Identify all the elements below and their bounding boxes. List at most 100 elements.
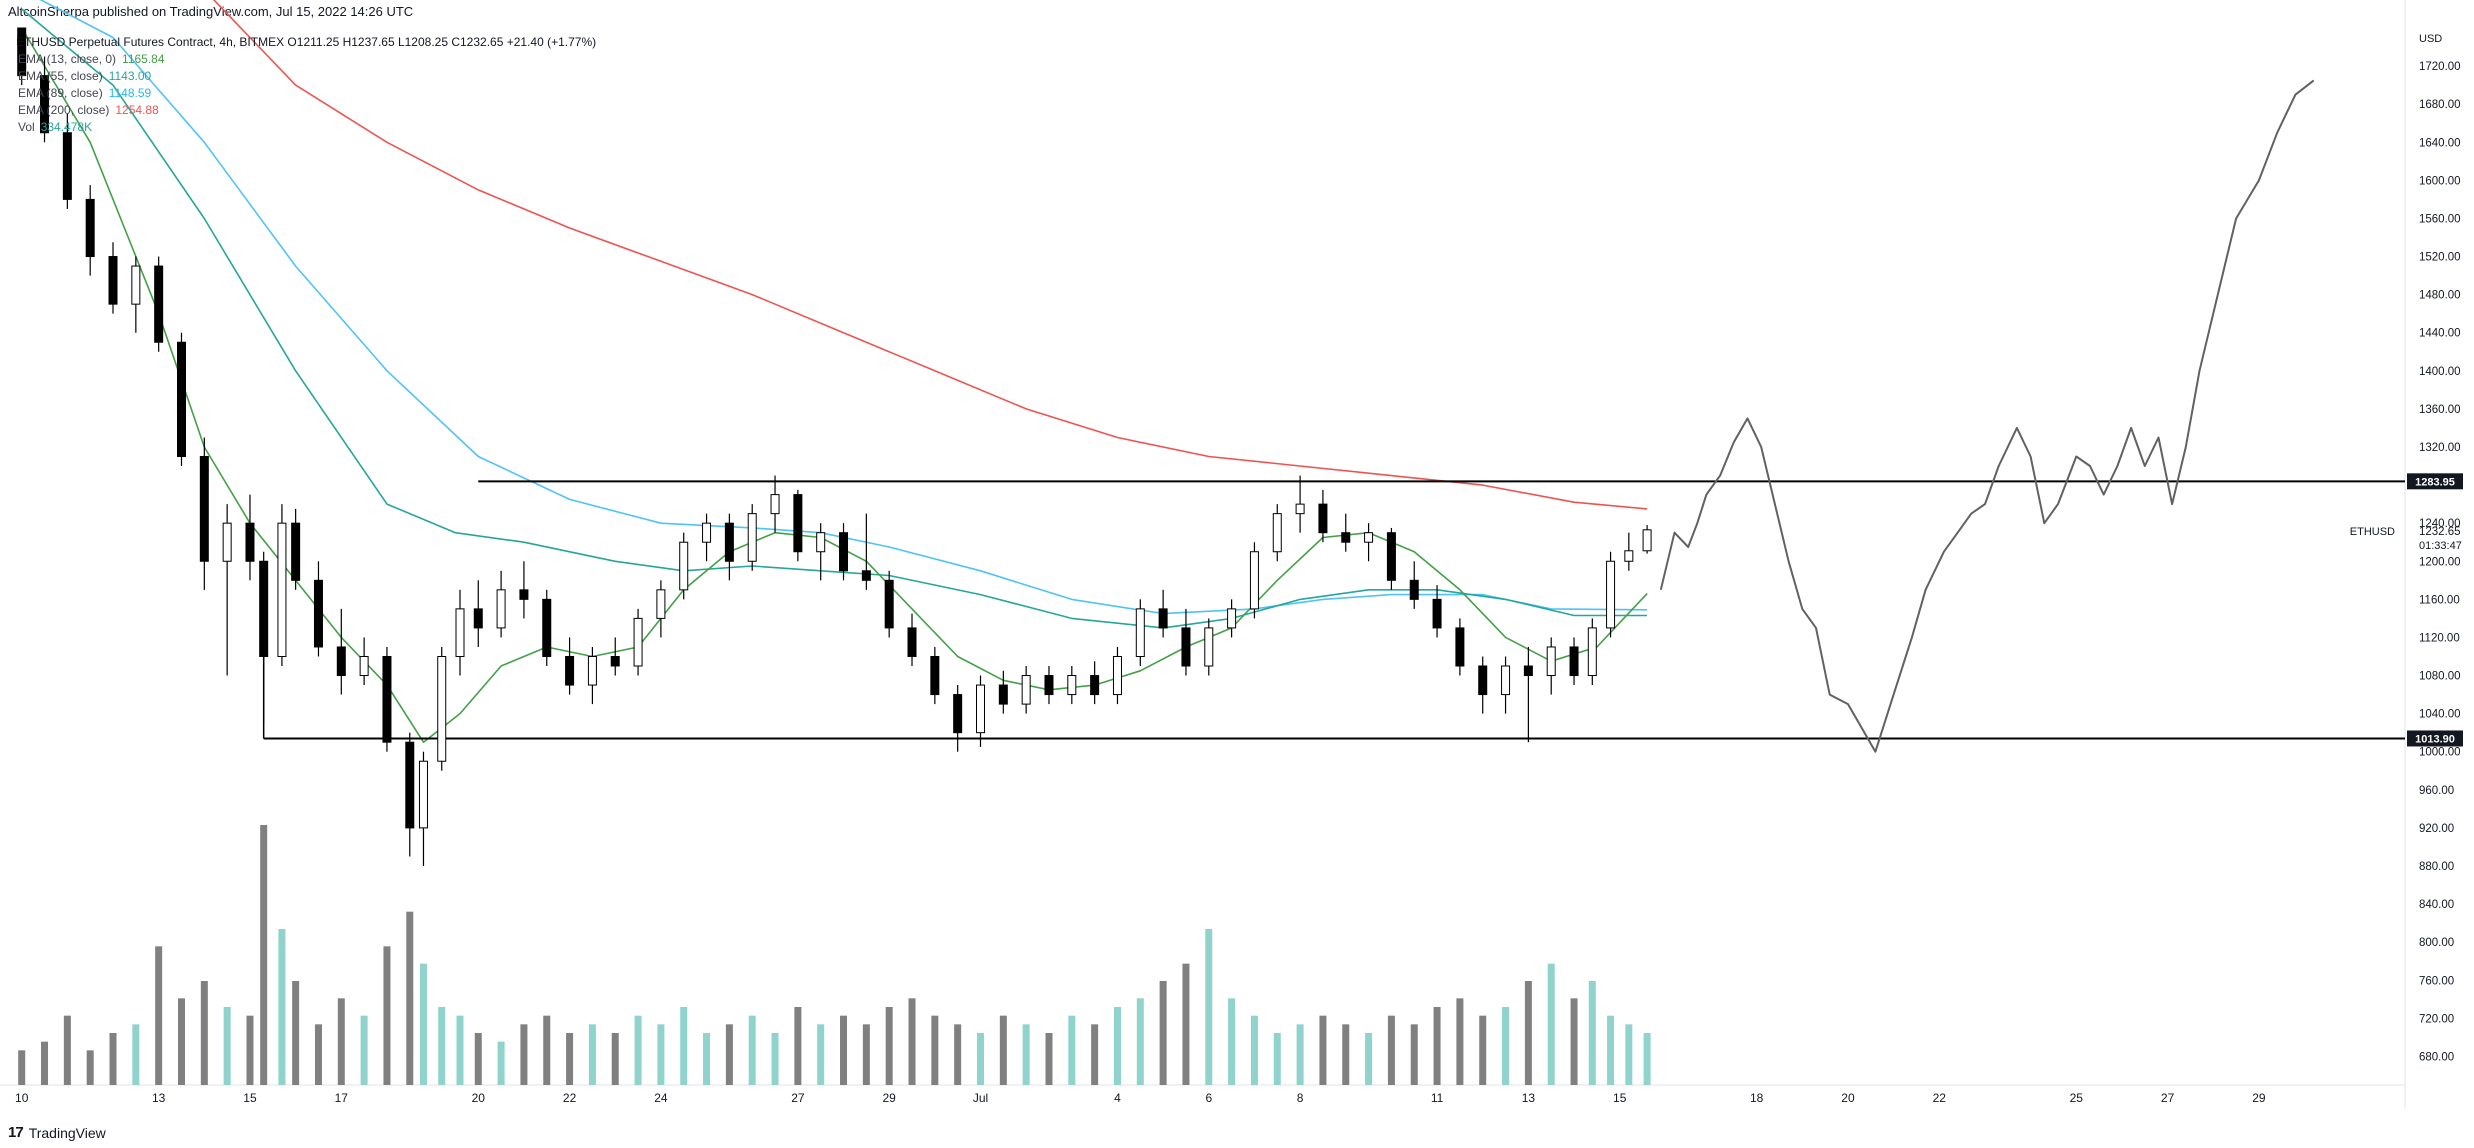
volume-bar xyxy=(1205,929,1213,1085)
legend-ema89[interactable]: EMA (89, close) 1148.59 xyxy=(18,85,596,102)
volume-bar xyxy=(999,1015,1007,1085)
candle-body xyxy=(1478,665,1488,696)
volume-bar xyxy=(155,946,163,1085)
ema200-line xyxy=(212,0,1648,510)
time-tick-label: 27 xyxy=(2161,1091,2175,1105)
price-tick-label: 1240.00 xyxy=(2419,518,2461,530)
volume-bar xyxy=(278,929,286,1085)
candle-body xyxy=(154,265,164,343)
price-tick-label: 1520.00 xyxy=(2419,252,2461,264)
legend-ema13[interactable]: EMA (13, close, 0) 1165.84 xyxy=(18,51,596,68)
volume-bar xyxy=(223,1007,231,1085)
last-price-countdown: 01:33:47 xyxy=(2419,540,2462,552)
volume-bar xyxy=(1091,1024,1099,1085)
price-tick-label: 800.00 xyxy=(2419,937,2454,949)
volume-bar xyxy=(1547,963,1555,1085)
volume-bar xyxy=(794,1007,802,1085)
volume-bar xyxy=(1068,1015,1076,1085)
legend-ema55[interactable]: EMA (55, close) 1143.00 xyxy=(18,68,596,85)
horizontal-level-label: 1013.90 xyxy=(2415,733,2455,745)
candle-body xyxy=(455,608,465,657)
price-tick-label: 1120.00 xyxy=(2419,632,2460,644)
candle-body xyxy=(998,684,1008,705)
price-tick-label: 1480.00 xyxy=(2419,290,2461,302)
legend-title[interactable]: ETHUSD Perpetual Futures Contract, 4h, B… xyxy=(16,35,597,49)
candle-body xyxy=(418,760,428,829)
price-tick-label: 880.00 xyxy=(2419,861,2454,873)
candle-body xyxy=(1021,675,1031,705)
candle-body xyxy=(1181,627,1191,667)
volume-bar xyxy=(1607,1015,1615,1085)
time-tick-label: 15 xyxy=(243,1091,257,1105)
volume-bar xyxy=(657,1024,665,1085)
legend-ema55-label: EMA (55, close) xyxy=(18,69,103,83)
time-tick-label: 13 xyxy=(1522,1091,1536,1105)
volume-bar xyxy=(314,1024,322,1085)
price-tick-label: 760.00 xyxy=(2419,975,2454,987)
volume-bar xyxy=(41,1041,49,1085)
legend-ema13-label: EMA (13, close, 0) xyxy=(18,52,117,66)
last-price-value: 1232.65 xyxy=(2419,526,2461,538)
candle-body xyxy=(1606,560,1616,629)
volume-bar xyxy=(18,1050,26,1085)
volume-bar xyxy=(1387,1015,1395,1085)
legend-volume[interactable]: Vol 334.478K xyxy=(18,119,596,136)
projection-path xyxy=(1659,79,2315,753)
volume-bar xyxy=(1159,981,1167,1085)
ema55-line xyxy=(21,8,1648,629)
time-tick-label: Jul xyxy=(973,1091,988,1105)
candle-body xyxy=(176,341,186,458)
legend-volume-value: 334.478K xyxy=(40,120,93,134)
price-tick-label: 960.00 xyxy=(2419,785,2454,797)
candle-body xyxy=(975,684,985,734)
volume-bar xyxy=(1479,1015,1487,1085)
candle-body xyxy=(633,617,643,667)
volume-bar xyxy=(1136,998,1144,1085)
tradingview-logo[interactable]: 17 TradingView xyxy=(8,1124,106,1141)
candle-body xyxy=(930,655,940,696)
volume-bar xyxy=(456,1015,464,1085)
candle-body xyxy=(839,532,849,572)
candle-body xyxy=(85,198,95,258)
candle-body xyxy=(437,655,447,762)
time-tick-label: 29 xyxy=(2252,1091,2266,1105)
volume-bar xyxy=(1250,1015,1258,1085)
price-tick-label: 1360.00 xyxy=(2419,404,2461,416)
volume-bar xyxy=(771,1033,779,1085)
volume-bar xyxy=(680,1007,688,1085)
candle-body xyxy=(702,522,712,543)
volume-bar xyxy=(360,1015,368,1085)
volume-bar xyxy=(862,1024,870,1085)
time-tick-label: 25 xyxy=(2070,1091,2084,1105)
volume-bar xyxy=(1433,1007,1441,1085)
volume-bar xyxy=(1296,1024,1304,1085)
time-tick-label: 29 xyxy=(883,1091,897,1105)
time-tick-label: 6 xyxy=(1205,1091,1212,1105)
candle-body xyxy=(1204,627,1214,667)
candle-body xyxy=(62,132,72,200)
volume-bar xyxy=(1502,1007,1510,1085)
candle-body xyxy=(1432,598,1442,629)
indicator-legend: ETHUSD Perpetual Futures Contract, 4h, B… xyxy=(16,34,597,136)
candle-body xyxy=(1295,503,1305,515)
legend-ema200[interactable]: EMA (200, close) 1254.88 xyxy=(18,102,596,119)
volume-bar xyxy=(260,825,268,1085)
volume-bar xyxy=(566,1033,574,1085)
time-tick-label: 13 xyxy=(152,1091,166,1105)
price-tick-label: 920.00 xyxy=(2419,823,2454,835)
volume-bar xyxy=(63,1015,71,1085)
volume-bar xyxy=(1456,998,1464,1085)
candle-body xyxy=(1523,665,1533,677)
candle-body xyxy=(1587,627,1597,677)
candle-body xyxy=(131,265,141,305)
candle-body xyxy=(1341,532,1351,543)
time-tick-label: 8 xyxy=(1297,1091,1304,1105)
candle-body xyxy=(1135,608,1145,657)
volume-bar xyxy=(177,998,185,1085)
candle-body xyxy=(770,494,780,515)
volume-bar xyxy=(1319,1015,1327,1085)
candle-body xyxy=(222,522,232,562)
candle-body xyxy=(313,579,323,648)
horizontal-level-label: 1283.95 xyxy=(2415,476,2455,488)
